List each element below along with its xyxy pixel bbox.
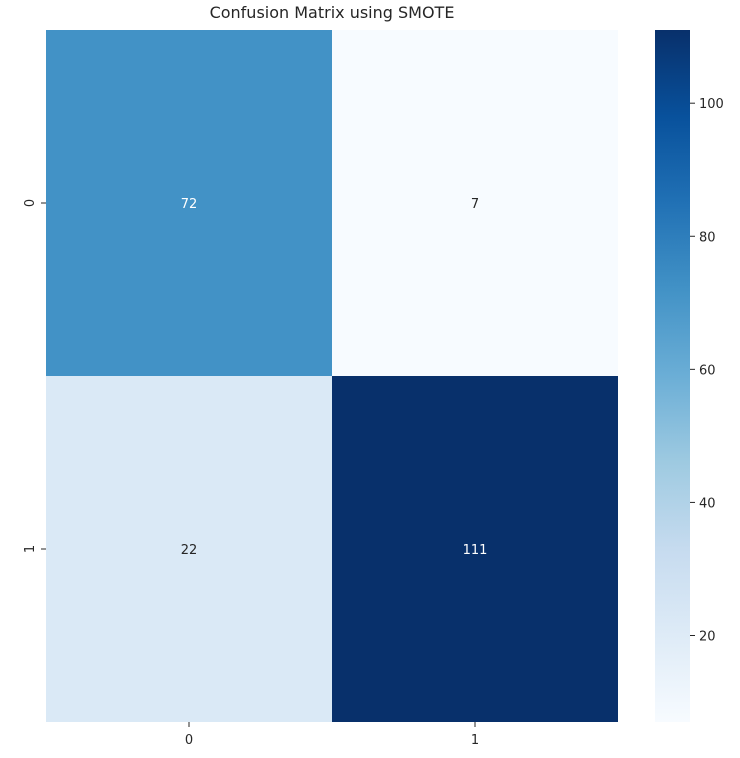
heatmap-cell-0-1 [332,30,618,376]
colorbar-tick-label: 20 [699,630,716,645]
x-tick-label: 0 [185,733,193,748]
heatmap-cell-0-0 [46,30,332,376]
cell-value-0-1: 7 [471,197,479,212]
heatmap-grid: 72 7 22 111 0 1 0 1 [23,30,618,748]
x-tick-label: 1 [471,733,479,748]
heatmap-cell-1-0 [46,376,332,722]
heatmap-cell-1-1 [332,376,618,722]
cell-value-1-1: 111 [463,543,488,558]
y-tick-label: 1 [23,545,38,553]
cell-value-0-0: 72 [181,197,198,212]
colorbar-tick-label: 100 [699,97,724,112]
chart-title: Confusion Matrix using SMOTE [210,3,455,22]
colorbar-tick-label: 40 [699,496,716,511]
colorbar-gradient [655,30,690,722]
cell-value-1-0: 22 [181,543,198,558]
colorbar-tick-label: 60 [699,363,716,378]
y-tick-label: 0 [23,199,38,207]
colorbar-tick-label: 80 [699,230,716,245]
colorbar: 20 40 60 80 100 [655,30,724,722]
